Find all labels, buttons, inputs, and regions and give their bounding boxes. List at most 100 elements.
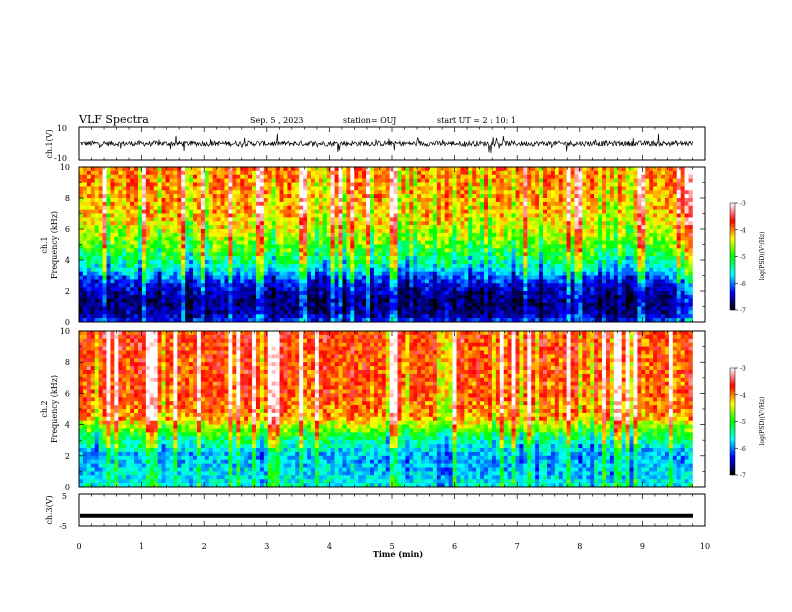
spectrogram-cell [303, 314, 308, 319]
spectrogram-cell [236, 271, 241, 276]
spectrogram-cell [519, 302, 524, 307]
spectrogram-cell [220, 260, 225, 265]
spectrogram-cell [145, 186, 151, 191]
spectrogram-cell [385, 167, 390, 172]
spectrogram-cell [204, 248, 210, 253]
spectrogram-cell [204, 287, 210, 292]
spectrogram-cell [110, 209, 115, 214]
spectrogram-cell [397, 263, 402, 269]
spectrogram-cell [531, 283, 536, 288]
spectrogram-cell [397, 256, 402, 261]
spectrogram-cell [232, 232, 237, 238]
spectrogram-cell [511, 294, 516, 300]
spectrogram-cell [232, 190, 237, 195]
spectrogram-cell [448, 287, 453, 292]
spectrogram-cell [134, 294, 139, 300]
spectrogram-cell [338, 263, 343, 269]
spectrogram-cell [181, 252, 186, 257]
spectrogram-cell [401, 170, 406, 176]
spectrogram-cell [311, 240, 316, 245]
spectrogram-cell [295, 294, 300, 300]
spectrogram-cell [507, 263, 512, 269]
spectrogram-cell [338, 294, 343, 300]
spectrogram-cell [98, 267, 103, 272]
spectrogram-cell [169, 209, 174, 214]
spectrogram-cell [444, 260, 449, 265]
spectrogram-cell [472, 287, 477, 292]
spectrogram-cell [495, 236, 501, 241]
spectrogram-cell [299, 302, 304, 307]
spectrogram-cell [362, 248, 367, 253]
spectrogram-cell [484, 252, 489, 257]
spectrogram-cell [377, 178, 383, 183]
spectrogram-cell [86, 248, 92, 253]
spectrogram-cell [252, 248, 257, 253]
spectrogram-cell [90, 205, 96, 210]
spectrogram-cell [145, 318, 151, 323]
spectrogram-cell [208, 318, 213, 323]
spectrogram-cell [102, 221, 107, 226]
spectrogram-cell [173, 267, 178, 272]
spectrogram-cell [499, 209, 505, 214]
spectrogram-cell [232, 236, 237, 241]
spectrogram-cell [244, 167, 249, 172]
spectrogram-cell [535, 170, 540, 176]
spectrogram-cell [240, 229, 245, 234]
spectrogram-cell [118, 271, 123, 276]
spectrogram-cell [118, 198, 123, 203]
spectrogram-cell [177, 201, 182, 207]
spectrogram-cell [161, 279, 166, 284]
spectrogram-cell [157, 318, 162, 323]
spectrogram-cell [499, 217, 505, 222]
spectrogram-cell [487, 260, 493, 265]
spectrogram-cell [550, 213, 556, 218]
spectrogram-cell [370, 198, 375, 203]
spectrogram-cell [377, 248, 383, 253]
spectrogram-cell [401, 248, 406, 253]
spectrogram-cell [546, 248, 552, 253]
spectrogram-cell [413, 260, 418, 265]
spectrogram-cell [405, 263, 410, 269]
spectrogram-cell [295, 198, 300, 203]
spectrogram-cell [499, 263, 505, 269]
spectrogram-cell [354, 291, 359, 296]
spectrogram-cell [448, 167, 453, 172]
spectrogram-cell [110, 314, 115, 319]
spectrogram-cell [137, 232, 143, 238]
spectrogram-cell [86, 256, 92, 261]
spectrogram-cell [169, 256, 174, 261]
spectrogram-cell [94, 298, 99, 303]
spectrogram-cell [401, 190, 406, 195]
spectrogram-cell [212, 198, 217, 203]
spectrogram-cell [381, 256, 387, 261]
spectrogram-cell [519, 167, 524, 172]
spectrogram-cell [330, 174, 335, 179]
spectrogram-cell [546, 260, 552, 265]
spectrogram-cell [303, 217, 308, 222]
spectrogram-cell [468, 217, 473, 222]
spectrogram-cell [531, 225, 536, 230]
spectrogram-cell [157, 209, 162, 214]
spectrogram-cell [472, 229, 477, 234]
spectrogram-cell [338, 221, 343, 226]
spectrogram-cell [145, 236, 151, 241]
spectrogram-cell [149, 248, 155, 253]
spectrogram-cell [311, 302, 316, 307]
spectrogram-cell [499, 178, 505, 183]
spectrogram-cell [271, 198, 276, 203]
spectrogram-cell [436, 275, 442, 280]
spectrogram-cell [228, 170, 233, 176]
spectrogram-cell [519, 279, 524, 284]
spectrogram-cell [491, 229, 497, 234]
spectrogram-cell [440, 182, 446, 187]
spectrogram-cell [342, 167, 347, 172]
spectrogram-cell [130, 279, 135, 284]
spectrogram-cell [299, 252, 304, 257]
spectrogram-cell [185, 248, 190, 253]
spectrogram-cell [161, 298, 166, 303]
spectrogram-cell [287, 174, 292, 179]
spectrogram-cell [90, 291, 96, 296]
spectrogram-cell [204, 267, 210, 272]
spectrogram-cell [145, 248, 151, 253]
spectrogram-cell [193, 178, 198, 183]
